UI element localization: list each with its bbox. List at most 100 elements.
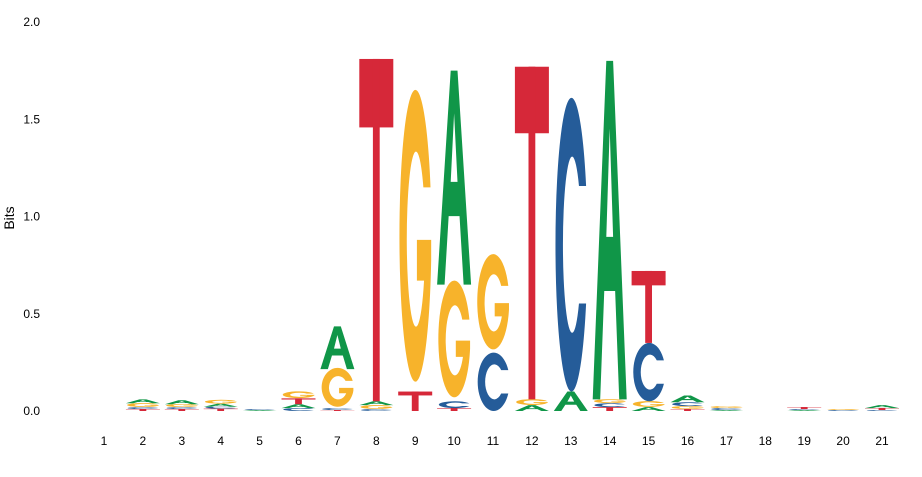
x-tick-label: 17 <box>720 434 734 448</box>
logo-stack-21 <box>865 405 899 411</box>
logo-letter-G <box>166 404 198 408</box>
logo-letter-A <box>865 405 899 409</box>
logo-letter-T <box>787 407 822 410</box>
logo-stack-16 <box>670 395 705 411</box>
logo-letter-A <box>553 391 588 411</box>
logo-letter-C <box>360 409 392 411</box>
logo-letter-A <box>709 410 744 411</box>
logo-letter-C <box>555 97 587 392</box>
logo-stack-9 <box>398 89 433 411</box>
y-tick-label: 2.0 <box>23 15 40 29</box>
y-tick-label: 0.0 <box>23 404 40 418</box>
logo-stack-20 <box>827 409 860 411</box>
logo-letter-C <box>283 408 314 411</box>
logo-letter-C <box>166 407 198 410</box>
y-axis: 0.0 0.5 1.0 1.5 2.0 <box>23 15 40 418</box>
logo-letter-C <box>827 410 859 411</box>
logo-stack-19 <box>787 407 822 411</box>
x-tick-label: 4 <box>217 434 224 448</box>
x-tick-label: 1 <box>101 434 108 448</box>
y-tick-label: 1.5 <box>23 112 40 126</box>
logo-letter-C <box>866 410 898 411</box>
y-tick-label: 0.5 <box>23 307 40 321</box>
logo-letter-C <box>438 401 470 409</box>
logo-letter-A <box>437 70 472 285</box>
x-tick-label: 10 <box>447 434 461 448</box>
x-tick-label: 6 <box>295 434 302 448</box>
logo-stack-5 <box>242 409 277 411</box>
logo-letter-A <box>670 395 705 403</box>
logo-letter-A <box>631 407 666 411</box>
logo-letter-G <box>438 280 471 398</box>
logo-letter-C <box>322 408 353 411</box>
x-tick-label: 8 <box>373 434 380 448</box>
logo-stack-6 <box>281 391 316 411</box>
y-axis-title: Bits <box>1 206 17 229</box>
logo-letter-G <box>360 405 393 409</box>
logo-letter-A <box>514 405 549 411</box>
logo-stack-11 <box>477 254 509 411</box>
x-tick-label: 3 <box>178 434 185 448</box>
logo-letter-T <box>514 66 549 400</box>
logo-stack-7 <box>320 326 355 411</box>
x-tick-label: 7 <box>334 434 341 448</box>
logo-letter-T <box>398 391 433 411</box>
logo-stack-12 <box>514 66 549 411</box>
logo-letter-G <box>127 403 159 407</box>
logo-letter-C <box>477 352 509 411</box>
logo-letter-C <box>205 406 236 409</box>
logo-letter-T <box>592 407 627 411</box>
y-tick-label: 1.0 <box>23 210 40 224</box>
logo-letter-A <box>242 410 277 411</box>
logo-stack-15 <box>631 270 666 411</box>
logo-letter-G <box>321 367 354 407</box>
x-tick-label: 12 <box>525 434 539 448</box>
logo-stacks <box>125 58 899 411</box>
x-tick-label: 16 <box>681 434 695 448</box>
logo-letter-C <box>244 409 275 411</box>
logo-letter-T <box>281 398 316 405</box>
x-tick-label: 18 <box>759 434 773 448</box>
logo-letter-C <box>127 407 159 410</box>
logo-letter-G <box>632 401 665 407</box>
logo-letter-G <box>671 406 704 409</box>
logo-letter-A <box>164 400 199 405</box>
x-tick-label: 20 <box>836 434 850 448</box>
logo-letter-T <box>865 408 899 411</box>
logo-letter-A <box>359 401 394 406</box>
logo-letter-G <box>399 89 432 382</box>
x-tick-label: 15 <box>642 434 656 448</box>
logo-stack-2 <box>125 399 160 411</box>
logo-letter-C <box>711 408 742 411</box>
x-tick-label: 11 <box>487 434 500 448</box>
logo-stack-8 <box>359 58 394 411</box>
logo-stack-13 <box>553 97 588 411</box>
logo-letter-C <box>594 403 625 408</box>
logo-letter-T <box>320 410 355 411</box>
x-tick-label: 2 <box>140 434 147 448</box>
logo-letter-G <box>710 406 743 409</box>
logo-letter-T <box>203 408 238 411</box>
logo-letter-A <box>592 60 627 400</box>
logo-letter-A <box>320 326 355 370</box>
logo-letter-T <box>359 58 394 402</box>
logo-letter-C <box>672 402 703 407</box>
logo-letter-A <box>125 399 160 404</box>
logo-letter-G <box>204 399 237 404</box>
logo-letter-T <box>164 409 199 411</box>
logo-letter-C <box>788 409 820 411</box>
logo-letter-A <box>281 404 316 409</box>
logo-letter-T <box>125 409 160 411</box>
x-tick-label: 5 <box>256 434 263 448</box>
x-tick-label: 14 <box>603 434 617 448</box>
logo-letter-A <box>203 403 238 407</box>
logo-stack-3 <box>164 400 199 411</box>
logo-stack-14 <box>592 60 627 411</box>
logo-stack-4 <box>203 399 238 411</box>
logo-letter-C <box>633 342 664 402</box>
x-tick-label: 13 <box>564 434 578 448</box>
x-axis: 1 2 3 4 5 6 7 8 9 10 11 12 13 14 15 16 17 18 19 20 21 <box>101 434 889 448</box>
logo-stack-17 <box>709 406 744 411</box>
logo-letter-G <box>477 254 509 350</box>
